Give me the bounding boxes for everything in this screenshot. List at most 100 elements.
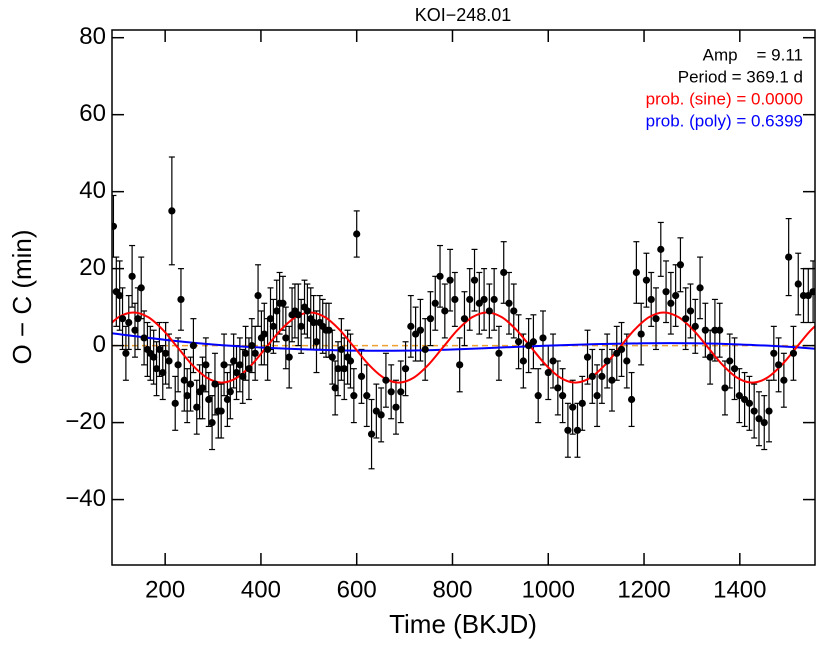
data-point xyxy=(809,288,815,296)
data-point xyxy=(514,338,523,346)
data-point xyxy=(426,315,435,323)
data-point xyxy=(741,395,749,404)
data-point xyxy=(789,349,798,357)
data-point xyxy=(794,280,802,288)
data-point xyxy=(470,276,479,284)
data-point xyxy=(140,334,148,342)
chart-title: KOI−248.01 xyxy=(415,5,512,25)
data-point xyxy=(155,345,164,354)
data-point xyxy=(310,318,318,327)
data-point xyxy=(134,315,142,323)
data-point xyxy=(387,388,395,396)
data-point xyxy=(125,318,133,327)
data-point xyxy=(353,230,361,238)
data-point xyxy=(573,426,582,434)
model-curve xyxy=(112,311,815,384)
data-point xyxy=(150,353,158,361)
data-point xyxy=(165,357,173,365)
data-point xyxy=(525,342,533,350)
data-point xyxy=(118,315,127,323)
data-point xyxy=(226,388,234,396)
data-point xyxy=(672,291,680,300)
data-point xyxy=(264,345,272,354)
x-tick-label: 800 xyxy=(432,576,472,603)
data-point xyxy=(372,407,380,415)
data-point xyxy=(174,361,182,369)
model-curve xyxy=(112,332,815,352)
data-point xyxy=(122,349,130,357)
data-point xyxy=(804,291,812,300)
data-point xyxy=(223,395,232,404)
annotation: Period = 369.1 d xyxy=(678,67,803,86)
data-point xyxy=(583,353,592,361)
data-point xyxy=(539,334,547,342)
data-point xyxy=(407,322,415,330)
y-tick-label: 0 xyxy=(93,331,106,358)
data-point xyxy=(171,399,179,407)
data-point xyxy=(569,403,577,411)
data-point xyxy=(647,295,655,304)
data-point xyxy=(490,295,498,304)
y-tick-label: 80 xyxy=(79,23,106,50)
data-point xyxy=(350,392,358,400)
data-point xyxy=(177,295,185,304)
x-axis-label: Time (BKJD) xyxy=(389,609,537,639)
data-point xyxy=(328,353,336,361)
data-point xyxy=(770,349,778,357)
data-point xyxy=(652,315,660,323)
data-point xyxy=(529,338,538,346)
data-point xyxy=(363,392,371,400)
data-point xyxy=(159,368,167,377)
data-point xyxy=(780,376,788,384)
data-point xyxy=(544,368,552,377)
data-point xyxy=(208,418,216,427)
x-tick-label: 1000 xyxy=(522,576,575,603)
data-point xyxy=(421,345,429,354)
data-point xyxy=(549,357,557,365)
y-tick-label: −40 xyxy=(65,485,106,512)
data-point xyxy=(485,307,493,315)
data-point xyxy=(236,361,244,369)
data-point xyxy=(248,342,256,350)
data-point xyxy=(446,276,454,284)
data-point xyxy=(346,357,355,365)
data-point xyxy=(282,334,290,342)
data-point xyxy=(603,357,611,365)
data-point xyxy=(416,326,425,334)
data-point xyxy=(205,395,213,404)
x-tick-label: 200 xyxy=(145,576,185,603)
data-point xyxy=(534,392,542,400)
x-tick-label: 400 xyxy=(241,576,281,603)
data-point xyxy=(260,330,268,338)
data-point xyxy=(613,349,621,357)
data-point xyxy=(505,299,513,307)
data-point xyxy=(431,299,439,307)
data-point xyxy=(760,418,768,427)
data-point xyxy=(608,376,616,384)
data-point xyxy=(312,338,321,346)
data-point xyxy=(294,311,302,319)
annotation: prob. (sine) = 0.0000 xyxy=(646,89,803,108)
data-point xyxy=(137,284,145,292)
data-point xyxy=(189,342,198,350)
data-point xyxy=(730,365,739,373)
data-point xyxy=(245,365,253,373)
data-point xyxy=(266,315,275,323)
data-point xyxy=(357,372,366,381)
data-point xyxy=(162,349,170,357)
data-point xyxy=(269,322,277,330)
plot-area xyxy=(112,156,815,470)
data-point xyxy=(128,272,136,280)
y-tick-label: 20 xyxy=(79,254,106,281)
data-point xyxy=(510,307,518,315)
plot-frame xyxy=(111,29,816,566)
data-point xyxy=(377,411,385,419)
data-point xyxy=(716,326,724,334)
x-tick-label: 600 xyxy=(337,576,377,603)
data-point xyxy=(180,376,188,384)
data-point xyxy=(676,261,685,269)
data-point xyxy=(785,253,793,261)
data-point xyxy=(598,372,606,381)
